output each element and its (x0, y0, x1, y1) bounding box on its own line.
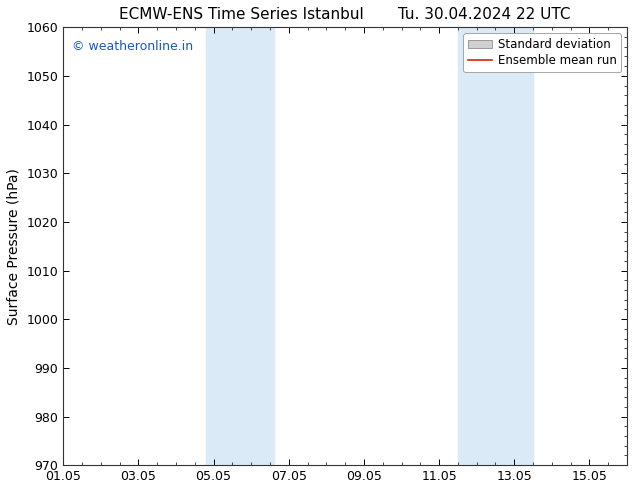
Bar (206, 27, 233, 465)
Y-axis label: Surface Pressure (hPa): Surface Pressure (hPa) (7, 168, 21, 325)
Bar (458, 27, 496, 465)
Title: ECMW-ENS Time Series Istanbul       Tu. 30.04.2024 22 UTC: ECMW-ENS Time Series Istanbul Tu. 30.04.… (119, 7, 571, 22)
Legend: Standard deviation, Ensemble mean run: Standard deviation, Ensemble mean run (463, 33, 621, 72)
Bar (496, 27, 533, 465)
Text: © weatheronline.in: © weatheronline.in (72, 40, 193, 53)
Bar (233, 27, 274, 465)
